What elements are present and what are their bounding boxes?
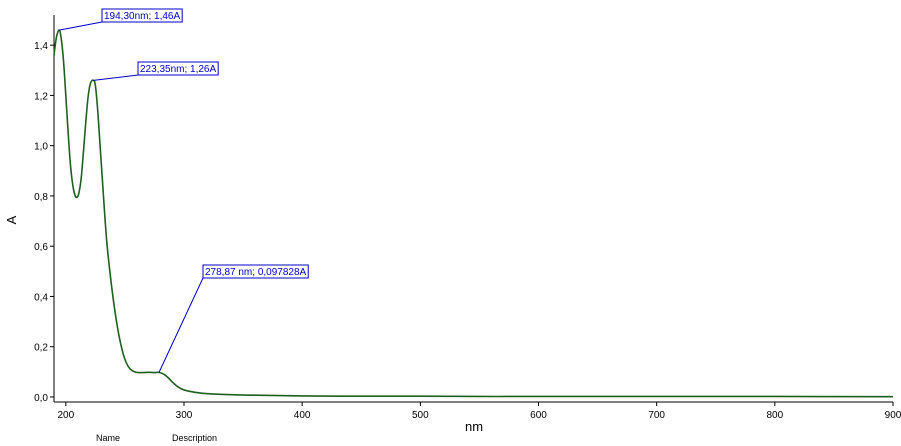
peak-annotation-leader — [93, 74, 139, 81]
y-tick-label: 0,0 — [34, 393, 48, 404]
peak-annotation-box — [101, 8, 183, 23]
peak-annotation: 278,87 nm; 0,097828A — [158, 264, 309, 373]
x-tick-label: 200 — [57, 410, 74, 421]
y-tick-label: 0,2 — [34, 343, 48, 354]
x-tick-label: 800 — [766, 410, 783, 421]
annotation-layer: 194,30nm; 1,46A 223,35nm; 1,26A 278,87 nm;… — [58, 8, 309, 373]
absorbance-series-line — [53, 29, 894, 398]
y-tick-label: 0,6 — [34, 242, 48, 253]
peak-annotation: 194,30nm; 1,46A — [58, 8, 183, 31]
peak-annotation-box — [202, 264, 309, 279]
x-tick-label: 400 — [294, 410, 311, 421]
peak-annotation-label: 278,87 nm; 0,097828A — [205, 267, 307, 278]
peak-annotation: 223,35nm; 1,26A — [93, 61, 219, 81]
x-axis-label: nm — [465, 419, 483, 432]
axes-layer: 200 300 400 500 600 700 800 900 0,0 0,2 0,4 0,6 0,8 1… — [34, 15, 901, 421]
legend-description-header: Description — [172, 433, 218, 443]
series-layer — [53, 29, 894, 398]
y-tick-label: 1,0 — [34, 142, 48, 153]
y-tick-label: 0,4 — [34, 292, 48, 303]
x-tick-label: 500 — [412, 410, 429, 421]
y-tick-label: 1,4 — [34, 41, 48, 52]
x-tick-label: 700 — [648, 410, 665, 421]
peak-annotation-leader — [158, 277, 204, 373]
y-tick-label: 1,2 — [34, 91, 48, 102]
peak-annotation-leader — [58, 21, 103, 31]
x-tick-label: 600 — [530, 410, 547, 421]
spectrum-chart: 200 300 400 500 600 700 800 900 0,0 0,2 0,4 0,6 0,8 1… — [4, 8, 901, 432]
y-tick-label: 0,8 — [34, 192, 48, 203]
legend-name-header: Name — [96, 433, 121, 443]
peak-annotation-label: 223,35nm; 1,26A — [140, 64, 216, 75]
x-tick-label: 300 — [176, 410, 193, 421]
peak-annotation-label: 194,30nm; 1,46A — [104, 11, 180, 22]
y-axis-label: A — [4, 215, 19, 224]
x-tick-label: 900 — [885, 410, 901, 421]
peak-annotation-box — [137, 61, 219, 76]
